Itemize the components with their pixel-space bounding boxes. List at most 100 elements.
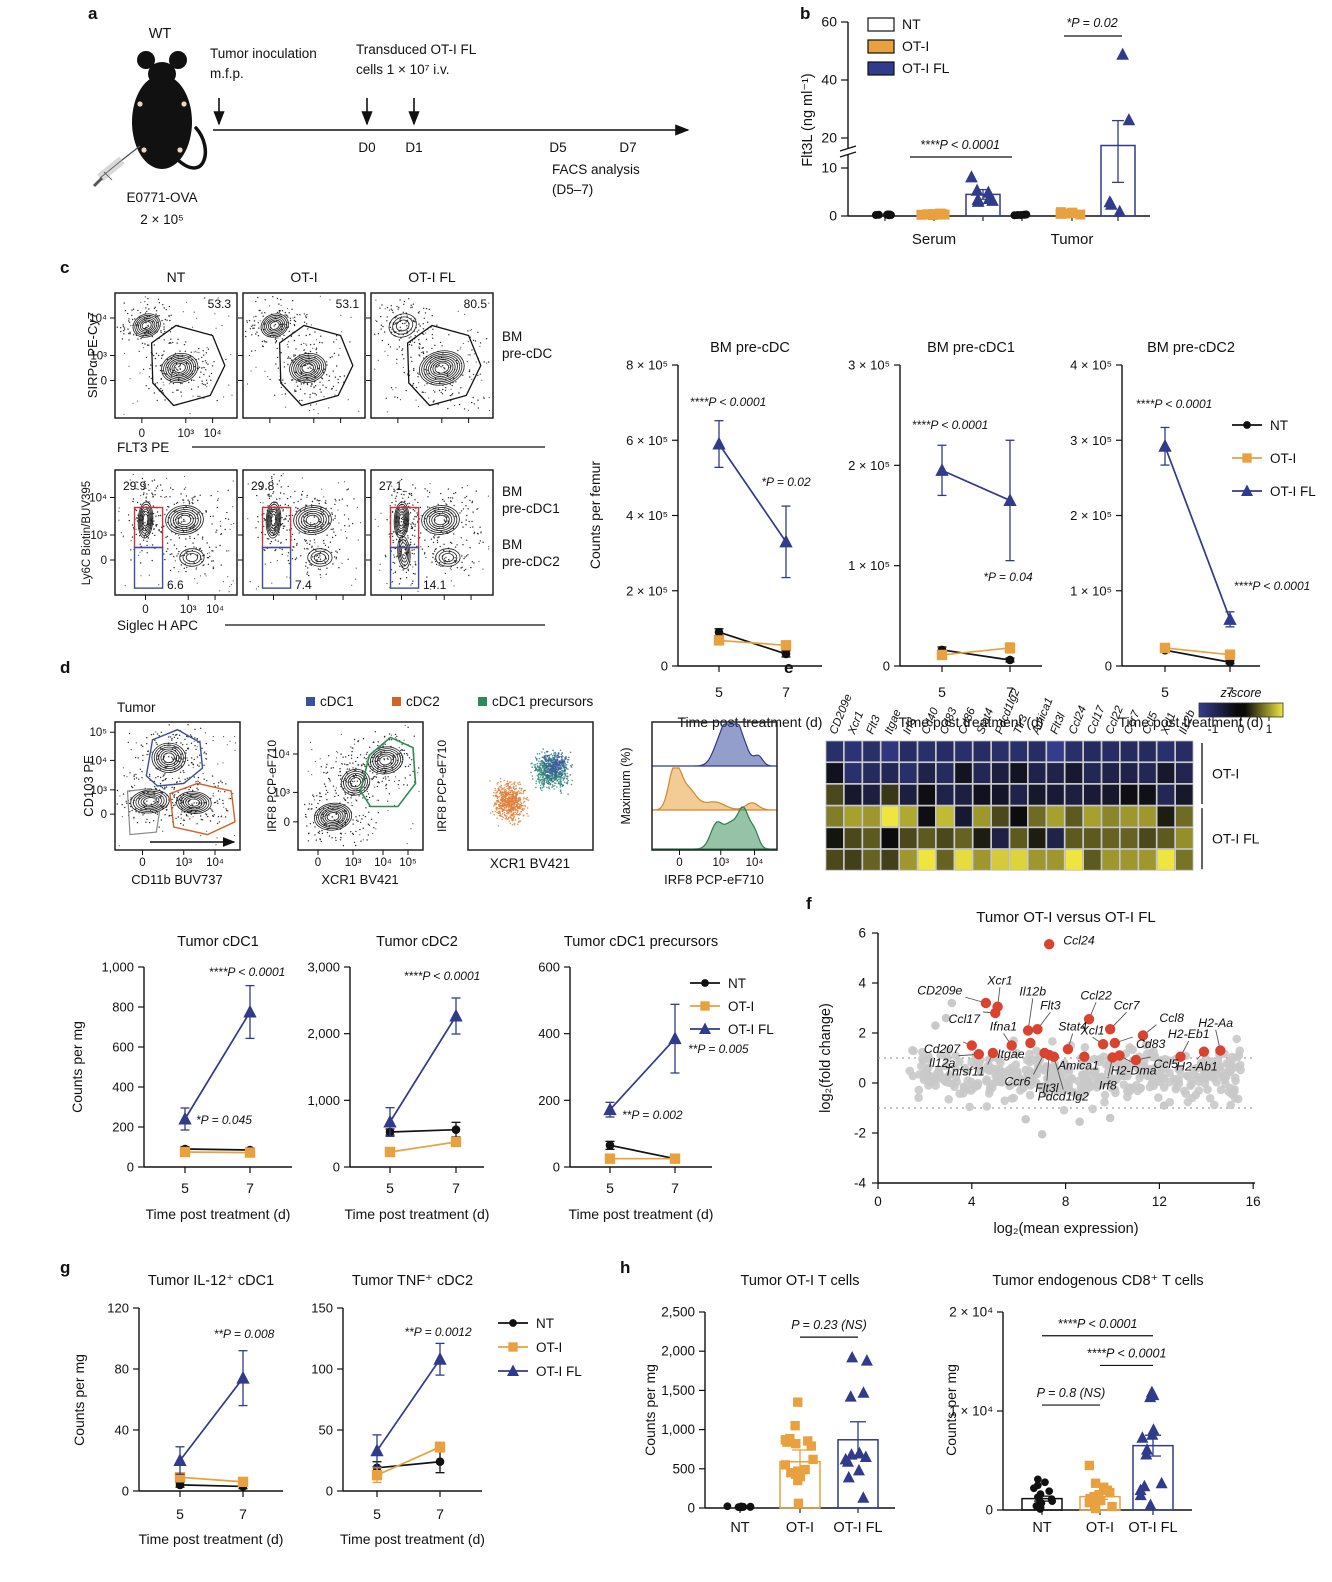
- svg-text:10⁴: 10⁴: [204, 428, 222, 440]
- cell-line-label: E0771-OVA: [126, 190, 198, 205]
- svg-text:14.1: 14.1: [423, 578, 447, 592]
- svg-text:10⁴: 10⁴: [746, 857, 764, 869]
- svg-text:2 × 10⁵: 2 × 10⁵: [848, 458, 890, 473]
- svg-text:OT-I FL: OT-I FL: [902, 60, 950, 76]
- svg-text:10³: 10³: [90, 351, 107, 363]
- panel-g-label: g: [60, 1258, 71, 1277]
- svg-text:IRF8 PCP-eF710: IRF8 PCP-eF710: [265, 740, 279, 832]
- svg-text:OT-I FL: OT-I FL: [1270, 484, 1316, 499]
- svg-text:10³: 10³: [712, 857, 729, 869]
- svg-text:BM pre-cDC: BM pre-cDC: [710, 340, 790, 356]
- svg-text:****P < 0.0001: ****P < 0.0001: [920, 138, 1000, 152]
- svg-text:0: 0: [661, 659, 668, 674]
- svg-text:Counts per femur: Counts per femur: [587, 461, 603, 569]
- svg-text:2 × 10⁵: 2 × 10⁵: [626, 583, 668, 598]
- svg-text:Maximum (%): Maximum (%): [619, 747, 633, 824]
- svg-text:IRF8 PCP-eF710: IRF8 PCP-eF710: [664, 872, 764, 887]
- day-label-d1: D1: [405, 140, 423, 155]
- svg-text:0: 0: [101, 555, 107, 567]
- flow-tumor-cd103-cd11b: 0 10³ 10⁴ 10⁵ 10⁴ 10³ 0: [89, 721, 241, 869]
- svg-text:Siglec H APC: Siglec H APC: [117, 618, 198, 633]
- panel-a-label: a: [88, 4, 98, 23]
- flow-bm-precdc-2: 80.5: [366, 292, 494, 423]
- panel-c-chart-0: 0 2 × 10⁵ 4 × 10⁵ 6 × 10⁵ 8 × 10⁵ 5 7 BM pre-cD…: [587, 340, 822, 730]
- svg-text:NT: NT: [1270, 418, 1288, 433]
- svg-text:BM pre-cDC1: BM pre-cDC1: [927, 340, 1015, 356]
- flow-irf8-histogram: 0 10³ 10⁴: [651, 721, 778, 869]
- dose-label: 2 × 10⁵: [140, 212, 184, 227]
- svg-text:10⁴: 10⁴: [89, 755, 107, 767]
- svg-text:NT: NT: [902, 16, 921, 32]
- svg-text:10: 10: [821, 160, 837, 176]
- svg-text:5: 5: [938, 684, 946, 700]
- svg-text:cDC1 precursors: cDC1 precursors: [492, 694, 594, 709]
- svg-text:Ly6C Biotin/BUV395: Ly6C Biotin/BUV395: [81, 481, 93, 585]
- svg-text:1 × 10⁵: 1 × 10⁵: [1070, 583, 1112, 598]
- facs-label-1: FACS analysis: [552, 162, 640, 177]
- svg-text:5: 5: [1161, 684, 1169, 700]
- svg-text:6.6: 6.6: [167, 578, 184, 592]
- flow-tumor-dotplot: [467, 721, 594, 851]
- svg-text:29.8: 29.8: [251, 479, 275, 493]
- svg-text:*P = 0.04: *P = 0.04: [983, 570, 1033, 584]
- transduced-label-2: cells 1 × 10⁷ i.v.: [356, 62, 450, 77]
- svg-text:cDC1: cDC1: [320, 694, 354, 709]
- svg-text:10⁴: 10⁴: [206, 604, 224, 616]
- svg-text:Tumor: Tumor: [1051, 231, 1094, 248]
- svg-text:CD103 PE: CD103 PE: [81, 755, 96, 817]
- panel-h-label: h: [620, 1258, 631, 1277]
- syringe-icon: [92, 145, 141, 188]
- svg-text:****P < 0.0001: ****P < 0.0001: [1136, 397, 1213, 411]
- inoculation-label-1: Tumor inoculation: [210, 46, 317, 61]
- svg-text:4 × 10⁵: 4 × 10⁵: [626, 508, 668, 523]
- day-label-d5: D5: [549, 140, 567, 155]
- wt-label: WT: [148, 26, 172, 42]
- svg-text:7: 7: [1006, 684, 1014, 700]
- svg-text:80.5: 80.5: [464, 297, 488, 311]
- timeline: [213, 98, 690, 136]
- svg-text:0: 0: [142, 604, 148, 616]
- svg-text:****P < 0.0001: ****P < 0.0001: [912, 418, 989, 432]
- svg-text:53.1: 53.1: [336, 297, 360, 311]
- svg-text:IRF8 PCP-eF710: IRF8 PCP-eF710: [435, 740, 449, 832]
- transduced-label-1: Transduced OT-I FL: [356, 42, 477, 57]
- svg-text:BM: BM: [502, 537, 522, 552]
- svg-text:OT-I: OT-I: [902, 38, 929, 54]
- panel-a-schematic: [92, 51, 690, 188]
- svg-text:BM pre-cDC2: BM pre-cDC2: [1147, 340, 1235, 356]
- svg-text:pre-cDC: pre-cDC: [502, 346, 553, 361]
- panel-c-chart-2: 0 1 × 10⁵ 2 × 10⁵ 3 × 10⁵ 4 × 10⁵ 5 7 BM pre-cD…: [1070, 340, 1316, 730]
- svg-text:2 × 10⁵: 2 × 10⁵: [1070, 508, 1112, 523]
- svg-text:10³: 10³: [175, 857, 192, 869]
- svg-text:Flt3L (ng ml⁻¹): Flt3L (ng ml⁻¹): [800, 73, 816, 166]
- svg-text:BM: BM: [502, 484, 522, 499]
- svg-text:Time post treatment (d): Time post treatment (d): [899, 714, 1044, 730]
- svg-text:4 × 10⁵: 4 × 10⁵: [1070, 358, 1112, 373]
- svg-text:OT-I: OT-I: [1270, 451, 1296, 466]
- svg-text:10³: 10³: [90, 530, 107, 542]
- svg-text:3 × 10⁵: 3 × 10⁵: [1070, 433, 1112, 448]
- svg-text:Tumor: Tumor: [117, 700, 156, 715]
- panel-b-label: b: [800, 4, 811, 23]
- svg-text:10⁵: 10⁵: [89, 727, 107, 739]
- svg-text:0: 0: [101, 376, 107, 388]
- svg-text:OT-I: OT-I: [290, 269, 317, 285]
- panel-d-flow: Tumor cDC1 cDC2 cDC1 precursors CD103 PE CD11…: [81, 694, 778, 887]
- svg-text:cDC2: cDC2: [406, 694, 440, 709]
- panel-c-flow: NT OT-I OT-I FL SIRPα PE-Cy7 FLT3 PE Ly6C Bio…: [81, 269, 560, 633]
- flow-bm-precdc-0: 53.3 0 10³ 10⁴ 10⁴ 10³ 0: [89, 292, 238, 440]
- svg-text:OT-I FL: OT-I FL: [408, 269, 456, 285]
- svg-text:Serum: Serum: [912, 231, 956, 248]
- svg-text:0: 0: [676, 857, 682, 869]
- flow-bm-precdc12-2: 27.1 14.1: [366, 469, 494, 600]
- svg-text:0: 0: [139, 857, 145, 869]
